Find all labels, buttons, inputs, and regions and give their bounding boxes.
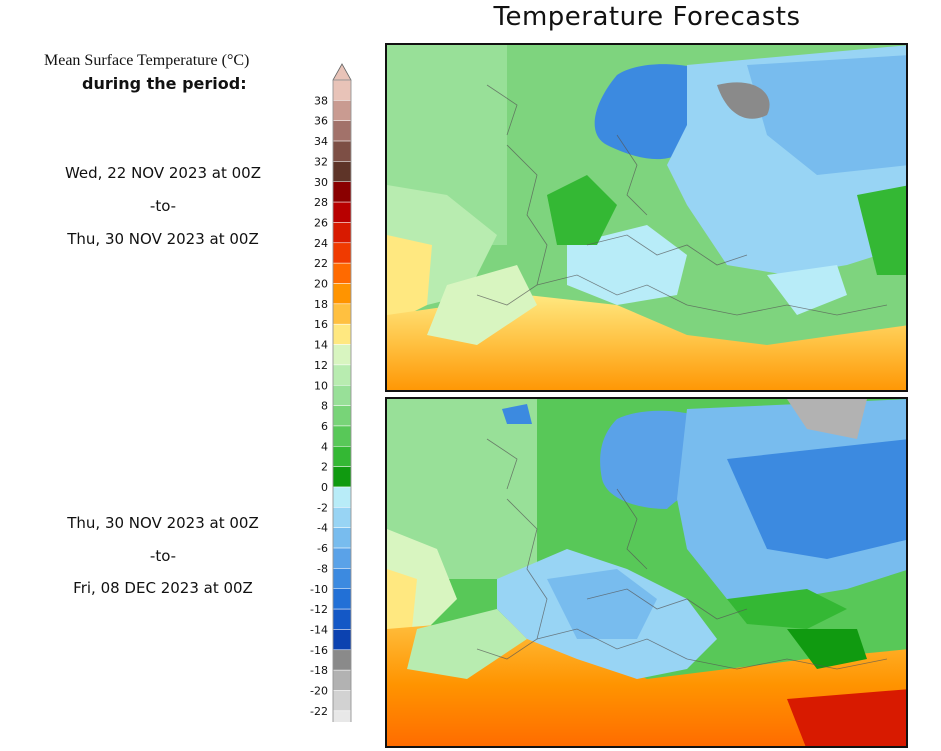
temperature-color-legend: 38363432302826242220181614121086420-2-4-… [310,63,352,722]
legend-swatch [332,568,352,589]
legend-tick-label: -22 [310,705,328,718]
period-1-start: Wed, 22 NOV 2023 at 00Z [64,164,262,182]
legend-swatch [332,283,352,305]
legend-heading: Mean Surface Temperature (°C) [44,52,250,69]
europe-temperature-map-2 [387,399,906,746]
legend-tick-label: 24 [314,237,328,250]
legend-tick-label: 22 [314,257,328,270]
legend-swatch [332,120,352,142]
legend-swatch [332,405,352,427]
legend-tick-label: 26 [314,216,328,229]
page-title: Temperature Forecasts [493,2,801,32]
legend-swatch [332,547,352,569]
legend-tick-label: 12 [314,359,328,372]
legend-tick-label: -12 [310,603,328,616]
legend-tick-label: 16 [314,318,328,331]
legend-swatch [332,161,352,183]
legend-swatch [332,242,352,264]
legend-swatch [332,323,352,345]
period-1-end: Thu, 30 NOV 2023 at 00Z [67,230,259,248]
legend-tick-label: 34 [314,135,328,148]
legend-swatch [332,486,352,508]
period-1-to: -to- [149,197,177,215]
legend-tick-label: 38 [314,94,328,107]
legend-swatch [332,690,352,712]
legend-swatch [332,466,352,488]
legend-swatch [332,649,352,671]
legend-swatch [332,201,352,223]
europe-temperature-map-1 [387,45,906,390]
legend-swatch [332,608,352,630]
legend-swatch [332,79,352,101]
legend-tick-label: -4 [317,522,328,535]
legend-tick-label: 20 [314,278,328,291]
legend-swatch [332,344,352,366]
legend-swatch [332,629,352,651]
period-2-to: -to- [149,547,177,565]
legend-tick-label: 36 [314,115,328,128]
legend-swatch [332,446,352,467]
legend-tick-label: -2 [317,501,328,514]
legend-tick-label: 28 [314,196,328,209]
legend-tick-label: -16 [310,644,328,657]
legend-tick-label: 10 [314,379,328,392]
period-2-start: Thu, 30 NOV 2023 at 00Z [67,514,259,532]
legend-swatch [332,262,352,284]
legend-tick-label: 32 [314,155,328,168]
legend-swatch [332,140,352,162]
legend-top-arrow [332,63,352,81]
legend-tick-label: 14 [314,339,328,352]
legend-tick-label: 0 [321,481,328,494]
legend-tick-label: 4 [321,440,328,453]
legend-swatch [332,527,352,549]
legend-subheading: during the period: [82,74,247,93]
legend-swatch [332,303,352,325]
period-2-end: Fri, 08 DEC 2023 at 00Z [73,579,253,597]
legend-swatch [332,588,352,610]
legend-swatch [332,364,352,386]
legend-tick-label: 6 [321,420,328,433]
legend-tick-label: 8 [321,400,328,413]
legend-swatch [332,425,352,447]
legend-tick-label: 18 [314,298,328,311]
legend-swatch [332,507,352,528]
legend-swatch [332,385,352,406]
legend-tick-label: -20 [310,685,328,698]
legend-tick-label: -18 [310,664,328,677]
legend-swatch [332,669,352,691]
legend-swatch [332,181,352,203]
legend-tick-label: -14 [310,623,328,636]
legend-tick-label: -8 [317,562,328,575]
legend-swatch [332,710,352,722]
forecast-map-week2 [385,397,908,748]
legend-tick-label: 30 [314,176,328,189]
legend-tick-label: -6 [317,542,328,555]
legend-swatch [332,222,352,244]
forecast-map-week1 [385,43,908,392]
legend-swatch [332,100,352,121]
legend-tick-label: -10 [310,583,328,596]
legend-tick-label: 2 [321,461,328,474]
